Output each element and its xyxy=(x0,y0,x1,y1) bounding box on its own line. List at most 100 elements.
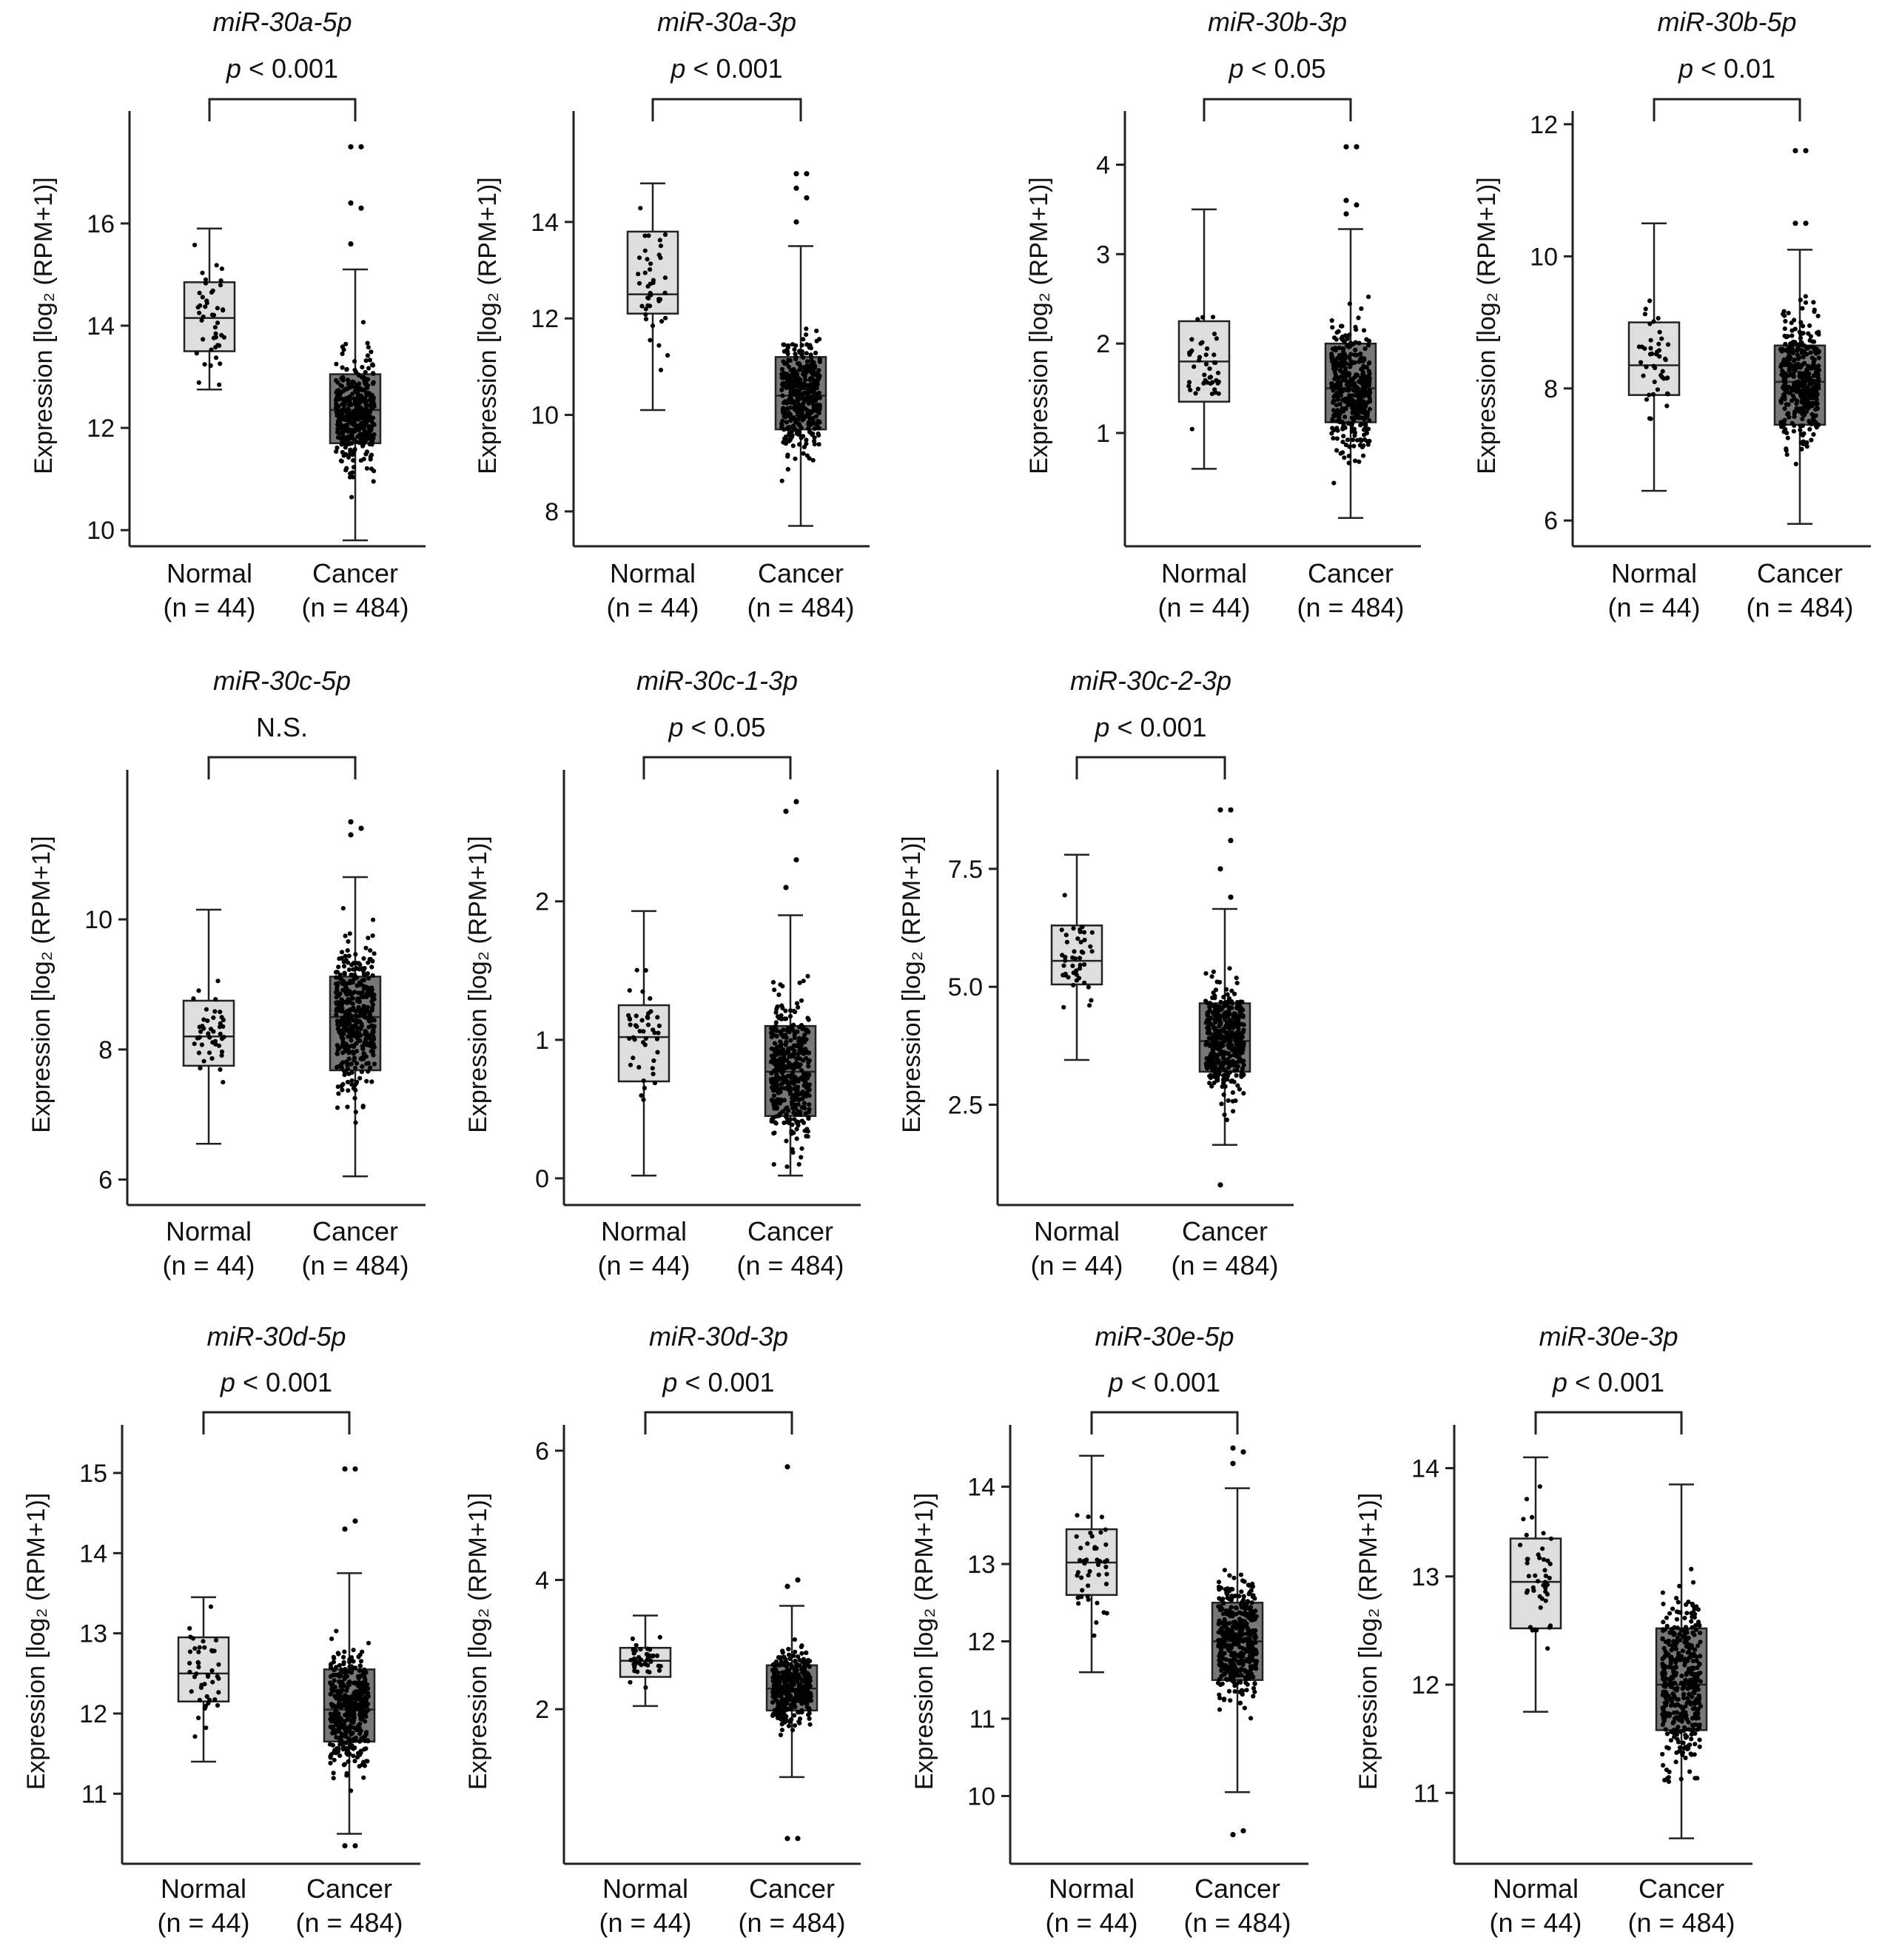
data-point xyxy=(779,366,784,372)
data-point xyxy=(1246,1599,1251,1604)
data-point xyxy=(1248,1638,1253,1643)
data-point xyxy=(1331,363,1336,368)
data-point xyxy=(332,1731,337,1736)
data-point xyxy=(1226,1045,1232,1050)
data-point xyxy=(1225,1677,1230,1682)
data-point xyxy=(783,1042,788,1047)
data-point xyxy=(364,449,370,454)
data-point xyxy=(359,1691,365,1696)
data-point xyxy=(796,1161,801,1167)
data-point xyxy=(351,1043,356,1049)
data-point xyxy=(1063,955,1068,960)
data-point xyxy=(1342,415,1348,420)
data-point xyxy=(334,1013,339,1018)
data-point xyxy=(642,1662,648,1667)
data-point xyxy=(1816,382,1821,387)
data-point xyxy=(329,1712,334,1717)
box-group-cancer: Cancer(n = 484) xyxy=(736,799,844,1281)
data-point xyxy=(334,361,339,366)
data-point xyxy=(792,399,797,405)
data-point xyxy=(813,414,819,419)
data-point xyxy=(357,381,362,386)
data-point xyxy=(771,1162,776,1167)
data-point xyxy=(1342,406,1348,411)
data-point xyxy=(1812,339,1817,344)
data-point xyxy=(1801,355,1806,360)
data-point xyxy=(784,1164,790,1169)
data-point xyxy=(359,1007,364,1013)
data-point xyxy=(1253,1640,1258,1645)
data-point xyxy=(1234,1642,1239,1647)
data-point xyxy=(359,994,364,999)
data-point xyxy=(651,1071,656,1077)
data-point xyxy=(788,1702,793,1708)
data-point xyxy=(781,440,786,445)
y-tick-label: 11 xyxy=(1414,1779,1439,1808)
data-point xyxy=(331,1771,336,1776)
box-group-normal: Normal(n = 44) xyxy=(606,182,699,622)
data-point xyxy=(1782,417,1787,423)
data-point xyxy=(1346,344,1351,349)
y-tick-label: 1 xyxy=(535,1027,549,1055)
data-point xyxy=(343,1740,349,1745)
data-point xyxy=(794,1001,800,1006)
data-point xyxy=(1787,345,1792,350)
data-point xyxy=(361,972,366,977)
data-point xyxy=(780,1005,785,1010)
data-point xyxy=(187,1649,193,1654)
data-point xyxy=(1791,383,1796,389)
data-point xyxy=(347,1021,352,1026)
data-point xyxy=(797,1048,802,1053)
panel-title: miR-30d-3p xyxy=(649,1321,788,1352)
data-point xyxy=(648,1654,654,1659)
data-point xyxy=(1071,982,1076,988)
outlier-point xyxy=(795,1577,801,1583)
data-point xyxy=(372,1061,377,1067)
data-point xyxy=(1079,1594,1084,1600)
data-point xyxy=(805,392,810,397)
data-point xyxy=(776,1075,782,1081)
data-point xyxy=(1337,393,1342,398)
data-point xyxy=(816,376,821,381)
data-point xyxy=(1077,1557,1083,1563)
data-point xyxy=(1811,432,1816,437)
data-point xyxy=(360,1047,366,1052)
data-point xyxy=(795,408,800,413)
data-point xyxy=(201,314,206,320)
data-point xyxy=(369,424,374,430)
data-point xyxy=(1647,416,1653,421)
significance-label: N.S. xyxy=(256,712,308,742)
data-point xyxy=(1787,390,1792,396)
outlier-point xyxy=(1217,866,1223,872)
data-point xyxy=(1207,1042,1213,1047)
data-point xyxy=(201,1058,206,1064)
data-point xyxy=(362,433,367,438)
data-point xyxy=(1064,939,1069,944)
y-tick-label: 8 xyxy=(545,498,559,526)
data-point xyxy=(197,1697,202,1702)
x-category-n-label: (n = 44) xyxy=(1157,592,1250,622)
data-point xyxy=(357,1663,363,1668)
data-point xyxy=(1222,1039,1227,1044)
data-point xyxy=(1226,1688,1232,1694)
data-point xyxy=(779,375,784,380)
data-point xyxy=(784,1688,790,1694)
data-point xyxy=(1359,438,1364,443)
data-point xyxy=(218,278,224,283)
data-point xyxy=(350,1028,355,1033)
data-point xyxy=(1229,1627,1234,1632)
data-point xyxy=(201,1639,206,1644)
data-point xyxy=(369,1079,374,1084)
data-point xyxy=(365,353,370,358)
data-point xyxy=(1188,387,1193,393)
data-point xyxy=(369,1007,374,1013)
data-point xyxy=(1800,416,1805,422)
data-point xyxy=(791,1008,796,1013)
data-point xyxy=(1360,382,1365,387)
data-point xyxy=(1335,397,1340,403)
data-point xyxy=(1362,393,1368,398)
p-value: < 0.05 xyxy=(683,712,765,742)
data-point xyxy=(785,1697,790,1703)
data-point xyxy=(335,1044,340,1050)
